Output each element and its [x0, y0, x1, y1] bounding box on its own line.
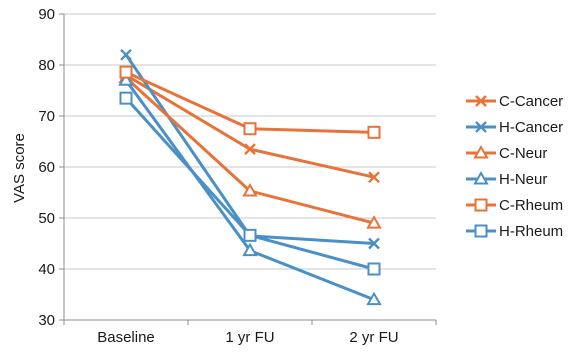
legend-marker-c-rheum	[474, 198, 488, 212]
series-c-rheum	[119, 65, 381, 139]
data-point-h-neur	[366, 291, 382, 306]
legend-item-h-cancer: H-Cancer	[466, 119, 563, 136]
y-tick-label: 60	[38, 159, 55, 176]
legend-marker-h-cancer	[475, 121, 487, 133]
legend-label: C-Rheum	[499, 197, 563, 214]
y-tick-label: 70	[38, 108, 55, 125]
y-tick-label: 80	[38, 57, 55, 74]
data-point-c-neur	[242, 182, 258, 197]
legend-item-c-cancer: C-Cancer	[466, 93, 563, 110]
y-tick-label: 90	[38, 6, 55, 23]
legend-item-h-neur: H-Neur	[466, 170, 547, 188]
legend-label: H-Neur	[499, 171, 547, 188]
data-point-h-rheum	[367, 262, 381, 276]
legend: C-Cancer H-Cancer C-Neur H-Neur C-Rheum H-Rhe…	[466, 93, 563, 240]
legend-marker-c-neur	[473, 144, 489, 159]
y-tick-label: 30	[38, 312, 55, 329]
legend-marker-c-cancer	[475, 95, 487, 107]
y-tick-label: 50	[38, 210, 55, 227]
data-point-c-cancer	[244, 143, 256, 155]
series-h-rheum	[119, 91, 381, 276]
data-point-h-cancer	[120, 48, 132, 61]
data-point-h-cancer	[368, 237, 380, 250]
x-tick-label: 2 yr FU	[349, 329, 398, 346]
data-point-h-rheum	[119, 91, 133, 105]
series-lines	[118, 48, 382, 306]
legend-label: H-Cancer	[499, 119, 563, 136]
legend-marker-h-rheum	[474, 224, 488, 238]
legend-item-c-neur: C-Neur	[466, 144, 547, 162]
data-point-c-rheum	[367, 125, 381, 139]
y-tick-label: 40	[38, 261, 55, 278]
data-point-c-neur	[366, 215, 382, 229]
data-point-h-neur	[242, 242, 258, 257]
y-axis-title: VAS score	[11, 133, 28, 203]
legend-label: C-Cancer	[499, 93, 563, 110]
data-point-c-cancer	[368, 171, 380, 184]
axes: 30 40 50 60 70 80 90 Baseline 1 yr FU 2 yr FU	[38, 6, 437, 346]
data-point-h-rheum	[243, 228, 257, 242]
legend-item-h-rheum: H-Rheum	[466, 223, 563, 240]
data-point-h-neur	[118, 72, 134, 86]
legend-label: C-Neur	[499, 145, 547, 162]
legend-label: H-Rheum	[499, 223, 563, 240]
data-point-c-rheum	[119, 65, 133, 79]
x-tick-label: 1 yr FU	[225, 329, 274, 346]
legend-marker-h-neur	[473, 170, 489, 185]
x-tick-label: Baseline	[97, 329, 155, 346]
data-point-c-rheum	[243, 122, 257, 136]
legend-item-c-rheum: C-Rheum	[466, 197, 563, 214]
series-h-neur	[118, 72, 382, 306]
